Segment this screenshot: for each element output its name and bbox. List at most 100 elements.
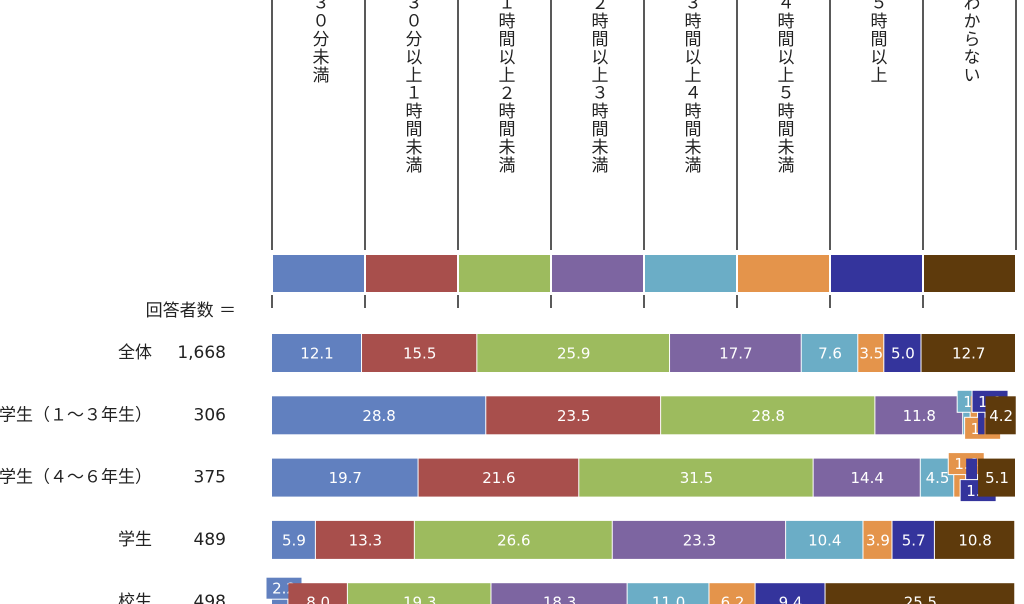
legend-label: ２時間以上３時間未満 bbox=[588, 0, 609, 174]
bar-segment bbox=[786, 520, 863, 559]
value-label: 15.5 bbox=[403, 345, 436, 363]
bar-segment bbox=[985, 396, 1016, 435]
value-label: 26.6 bbox=[497, 531, 530, 549]
row-label: 学生（４～６年生） bbox=[0, 468, 152, 488]
bar-segment bbox=[486, 396, 661, 435]
bar-segment bbox=[801, 334, 858, 372]
bar-segment bbox=[921, 334, 1015, 372]
bar-segment bbox=[362, 334, 477, 372]
legend-swatch bbox=[366, 255, 457, 292]
value-label: 5.9 bbox=[282, 531, 306, 549]
legend-swatch bbox=[273, 255, 364, 292]
value-label: 10.4 bbox=[808, 531, 841, 549]
legend-label: ３０分未満 bbox=[309, 0, 330, 84]
value-label: 12.7 bbox=[952, 345, 985, 363]
bar-segment bbox=[966, 458, 978, 497]
legend-swatch bbox=[552, 255, 643, 292]
value-label: 23.5 bbox=[557, 407, 590, 425]
legend-swatch bbox=[645, 255, 736, 292]
bar-segment bbox=[934, 520, 1015, 559]
value-label: 25.9 bbox=[557, 345, 590, 363]
bar-segment bbox=[418, 458, 579, 497]
bar-segment bbox=[627, 583, 709, 604]
bar-segment bbox=[954, 458, 966, 497]
row-label: 全体 bbox=[118, 343, 152, 363]
legend-label: ４時間以上５時間未満 bbox=[774, 0, 795, 174]
value-label: 12.1 bbox=[300, 345, 333, 363]
bar-segment bbox=[272, 396, 486, 435]
value-label: 5.1 bbox=[985, 469, 1009, 487]
value-label: 4.2 bbox=[989, 407, 1013, 425]
row-label: 学生（１～３年生） bbox=[0, 405, 152, 425]
value-label: 17.7 bbox=[719, 345, 752, 363]
legend-swatch bbox=[459, 255, 550, 292]
row-count: 498 bbox=[194, 592, 226, 604]
value-label: 28.8 bbox=[752, 407, 785, 425]
value-label: 8.0 bbox=[306, 594, 330, 604]
row-count: 375 bbox=[194, 468, 226, 488]
legend-swatch bbox=[738, 255, 829, 292]
value-label: 5.7 bbox=[902, 531, 926, 549]
legend-label: ３０分以上１時間未満 bbox=[402, 0, 423, 174]
value-label: 28.8 bbox=[362, 407, 395, 425]
bar-segment bbox=[670, 334, 801, 372]
bar-segment bbox=[978, 396, 985, 435]
value-label: 18.3 bbox=[543, 594, 576, 604]
value-label: 5.0 bbox=[891, 345, 915, 363]
value-label: 19.3 bbox=[403, 594, 436, 604]
value-label: 13.3 bbox=[349, 531, 382, 549]
legend-label: わからない bbox=[960, 0, 980, 84]
bar-segment bbox=[963, 396, 970, 435]
bar-segment bbox=[491, 583, 627, 604]
value-label: 21.6 bbox=[482, 469, 515, 487]
value-label: 3.5 bbox=[859, 345, 883, 363]
row-count: 306 bbox=[194, 405, 226, 425]
value-label: 11.8 bbox=[903, 407, 936, 425]
value-label: 4.5 bbox=[926, 469, 950, 487]
bar-segment bbox=[288, 583, 347, 604]
value-label: 9.4 bbox=[779, 594, 803, 604]
bar-segment bbox=[272, 458, 418, 497]
row-label: 校生 bbox=[118, 592, 152, 604]
bar-segment bbox=[884, 334, 921, 372]
bar-segment bbox=[414, 520, 612, 559]
value-label: 6.2 bbox=[721, 594, 745, 604]
bar-segment bbox=[892, 520, 934, 559]
bar-segment bbox=[863, 520, 892, 559]
row-count: 1,668 bbox=[177, 343, 226, 363]
bar-segment bbox=[978, 458, 1015, 497]
bar-segment bbox=[825, 583, 1015, 604]
bar-segment bbox=[970, 396, 978, 435]
legend-swatch bbox=[831, 255, 922, 292]
value-label: 31.5 bbox=[680, 469, 713, 487]
bar-segment bbox=[755, 583, 825, 604]
bar-segment bbox=[315, 520, 414, 559]
bar-segment bbox=[477, 334, 670, 372]
bar-segment bbox=[579, 458, 813, 497]
value-label: 19.7 bbox=[329, 469, 362, 487]
bar-segment bbox=[272, 520, 315, 559]
bar-segment bbox=[813, 458, 920, 497]
value-label: 23.3 bbox=[683, 531, 716, 549]
bar-segment bbox=[875, 396, 963, 435]
value-label: 25.5 bbox=[904, 594, 937, 604]
bar-segment bbox=[709, 583, 755, 604]
bar-segment bbox=[347, 583, 491, 604]
value-label: 10.8 bbox=[958, 531, 991, 549]
value-label: 3.9 bbox=[866, 531, 890, 549]
legend-swatch bbox=[924, 255, 1015, 292]
bar-segment bbox=[272, 334, 362, 372]
bar-segment bbox=[612, 520, 786, 559]
legend-label: １時間以上２時間未満 bbox=[495, 0, 516, 174]
count-label: 回答者数 ＝ bbox=[146, 301, 236, 321]
value-label: 14.4 bbox=[850, 469, 883, 487]
value-label: 7.6 bbox=[818, 345, 842, 363]
bar-segment bbox=[661, 396, 875, 435]
value-label: 11.0 bbox=[652, 594, 685, 604]
legend-label: ３時間以上４時間未満 bbox=[681, 0, 702, 174]
row-count: 489 bbox=[194, 530, 226, 550]
bar-segment bbox=[858, 334, 884, 372]
legend-label: ５時間以上 bbox=[867, 0, 888, 84]
row-label: 学生 bbox=[118, 530, 152, 550]
